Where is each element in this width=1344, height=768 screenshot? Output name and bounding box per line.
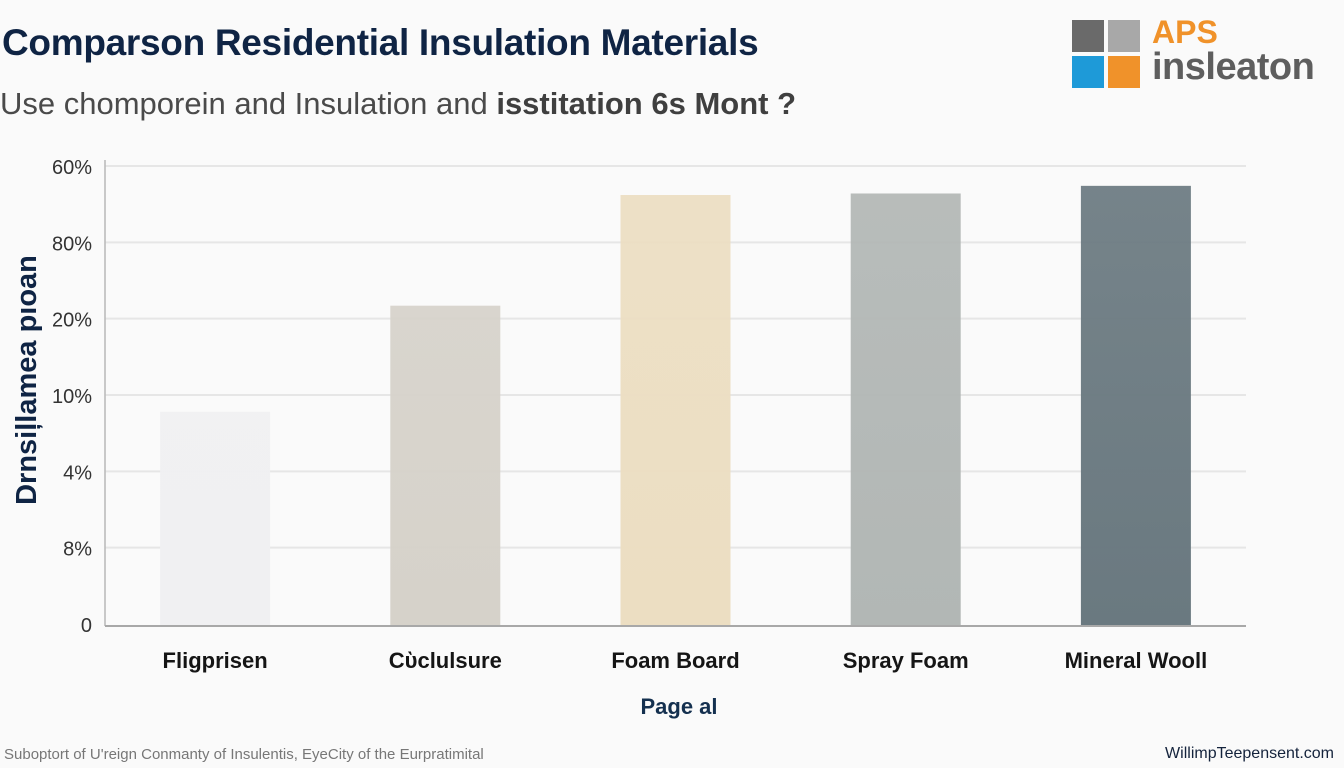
- bar-foam-board: [620, 195, 731, 627]
- chart-subtitle: Use chomporein and Insulation and isstit…: [0, 86, 796, 122]
- subtitle-bold: isstitation 6s Mont ?: [496, 86, 797, 121]
- y-tick-label: 80%: [52, 233, 92, 255]
- logo-text-name: insleaton: [1152, 46, 1315, 88]
- x-axis-label: Page al: [640, 694, 717, 719]
- source-note: Suboptort of U'reign Conmanty of Insulen…: [4, 746, 484, 763]
- bar-spray-foam: [850, 193, 961, 627]
- company-logo: APS insleaton: [1072, 14, 1344, 88]
- bars: [160, 185, 1191, 627]
- x-tick-label: Foam Board: [611, 648, 739, 673]
- logo-square: [1108, 56, 1140, 88]
- bar-mineral-wooll: [1080, 185, 1191, 626]
- y-axis-label: Drnsiļlamea pıoan: [11, 255, 43, 505]
- x-axis-ticks: Fligprisen Cὺclulsure Foam Board Spray Foam…: [163, 648, 1208, 673]
- x-tick-label: Fligprisen: [163, 648, 268, 673]
- y-tick-label: 8%: [63, 539, 92, 561]
- x-tick-label: Cὺclulsure: [389, 648, 502, 673]
- y-tick-label: 4%: [63, 462, 92, 484]
- y-tick-label: 60%: [52, 157, 92, 179]
- bar-c-clulsure: [390, 305, 501, 626]
- logo-text-aps: APS: [1152, 14, 1218, 50]
- logo-square: [1072, 56, 1104, 88]
- y-axis-ticks: 0 8% 4% 10% 20% 80% 60%: [52, 157, 92, 637]
- x-tick-label: Spray Foam: [843, 648, 969, 673]
- x-tick-label: Mineral Wooll: [1065, 648, 1208, 673]
- chart-title: Comparson Residential Insulation Materia…: [2, 22, 759, 63]
- subtitle-regular: Use chomporein and Insulation and: [0, 86, 497, 121]
- y-tick-label: 0: [81, 615, 92, 637]
- y-tick-label: 10%: [52, 386, 92, 408]
- website-link[interactable]: WillimpTeepensent.com: [1165, 745, 1334, 762]
- logo-square: [1108, 20, 1140, 52]
- bar-fligprisen: [160, 411, 271, 626]
- y-tick-label: 20%: [52, 310, 92, 332]
- logo-square: [1072, 20, 1104, 52]
